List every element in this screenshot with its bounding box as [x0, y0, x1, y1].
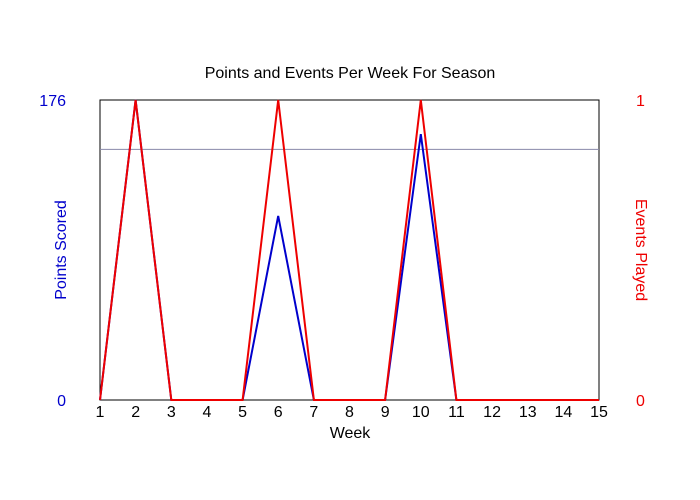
x-tick-label: 11 [448, 404, 465, 421]
x-tick-label: 8 [345, 404, 354, 421]
y-right-tick-label: 0 [636, 393, 645, 410]
y-left-axis-label: Points Scored [53, 200, 70, 300]
x-tick-label: 12 [483, 404, 501, 421]
y-left-tick-label: 0 [57, 393, 66, 410]
plot-frame [99, 99, 600, 401]
x-tick-label: 10 [412, 404, 430, 421]
x-tick-label: 1 [96, 404, 105, 421]
y-right-tick-label: 1 [636, 93, 645, 110]
x-axis-label: Week [330, 425, 372, 442]
y-right-axis-label: Events Played [632, 199, 649, 301]
series-line-events-played [99, 99, 599, 401]
x-tick-label: 6 [274, 404, 283, 421]
x-tick-label: 5 [238, 404, 247, 421]
x-tick-label: 7 [309, 404, 318, 421]
x-tick-label: 2 [131, 404, 140, 421]
series-line-points-scored [99, 99, 599, 401]
y-left-tick-label: 176 [39, 93, 66, 110]
chart-title: Points and Events Per Week For Season [205, 65, 496, 82]
x-tick-label: 13 [519, 404, 537, 421]
x-tick-label: 4 [202, 404, 211, 421]
x-tick-label: 9 [381, 404, 390, 421]
x-tick-label: 3 [167, 404, 176, 421]
x-tick-label: 15 [590, 404, 608, 421]
x-tick-label: 14 [554, 404, 572, 421]
